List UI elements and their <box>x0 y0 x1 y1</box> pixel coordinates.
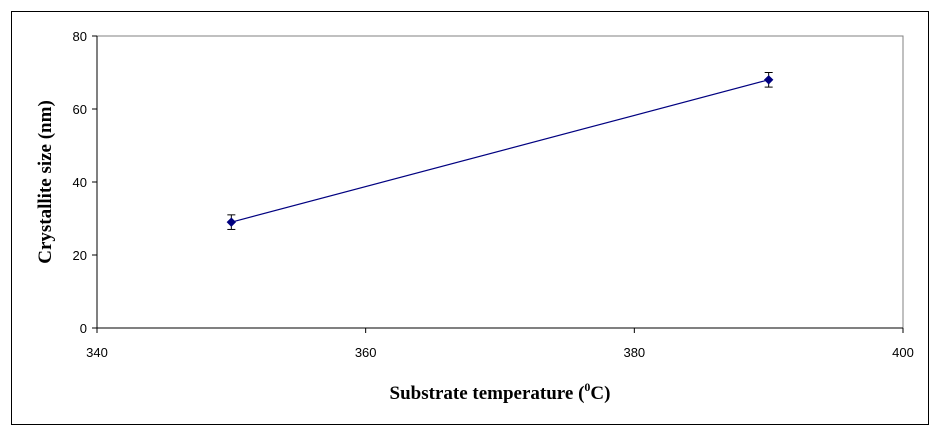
data-point <box>226 217 237 227</box>
chart-frame <box>11 11 929 425</box>
plot-border <box>96 35 904 329</box>
series-line <box>231 79 769 223</box>
x-tick-label: 360 <box>355 345 377 360</box>
y-tick-label: 0 <box>80 321 87 336</box>
plot-area: 0 20 40 60 80 340 360 380 400 <box>73 29 914 360</box>
y-tick-label: 40 <box>73 175 87 190</box>
x-tick-label: 340 <box>86 345 108 360</box>
x-tick-label: 400 <box>892 345 914 360</box>
x-tick-label: 380 <box>623 345 645 360</box>
data-point <box>763 75 774 85</box>
y-tick-label: 20 <box>73 248 87 263</box>
y-tick-label: 80 <box>73 29 87 44</box>
y-tick-label: 60 <box>73 102 87 117</box>
y-axis-title: Crystallite size (nm) <box>35 100 56 264</box>
x-axis-title: Substrate temperature (0C) <box>390 380 611 404</box>
